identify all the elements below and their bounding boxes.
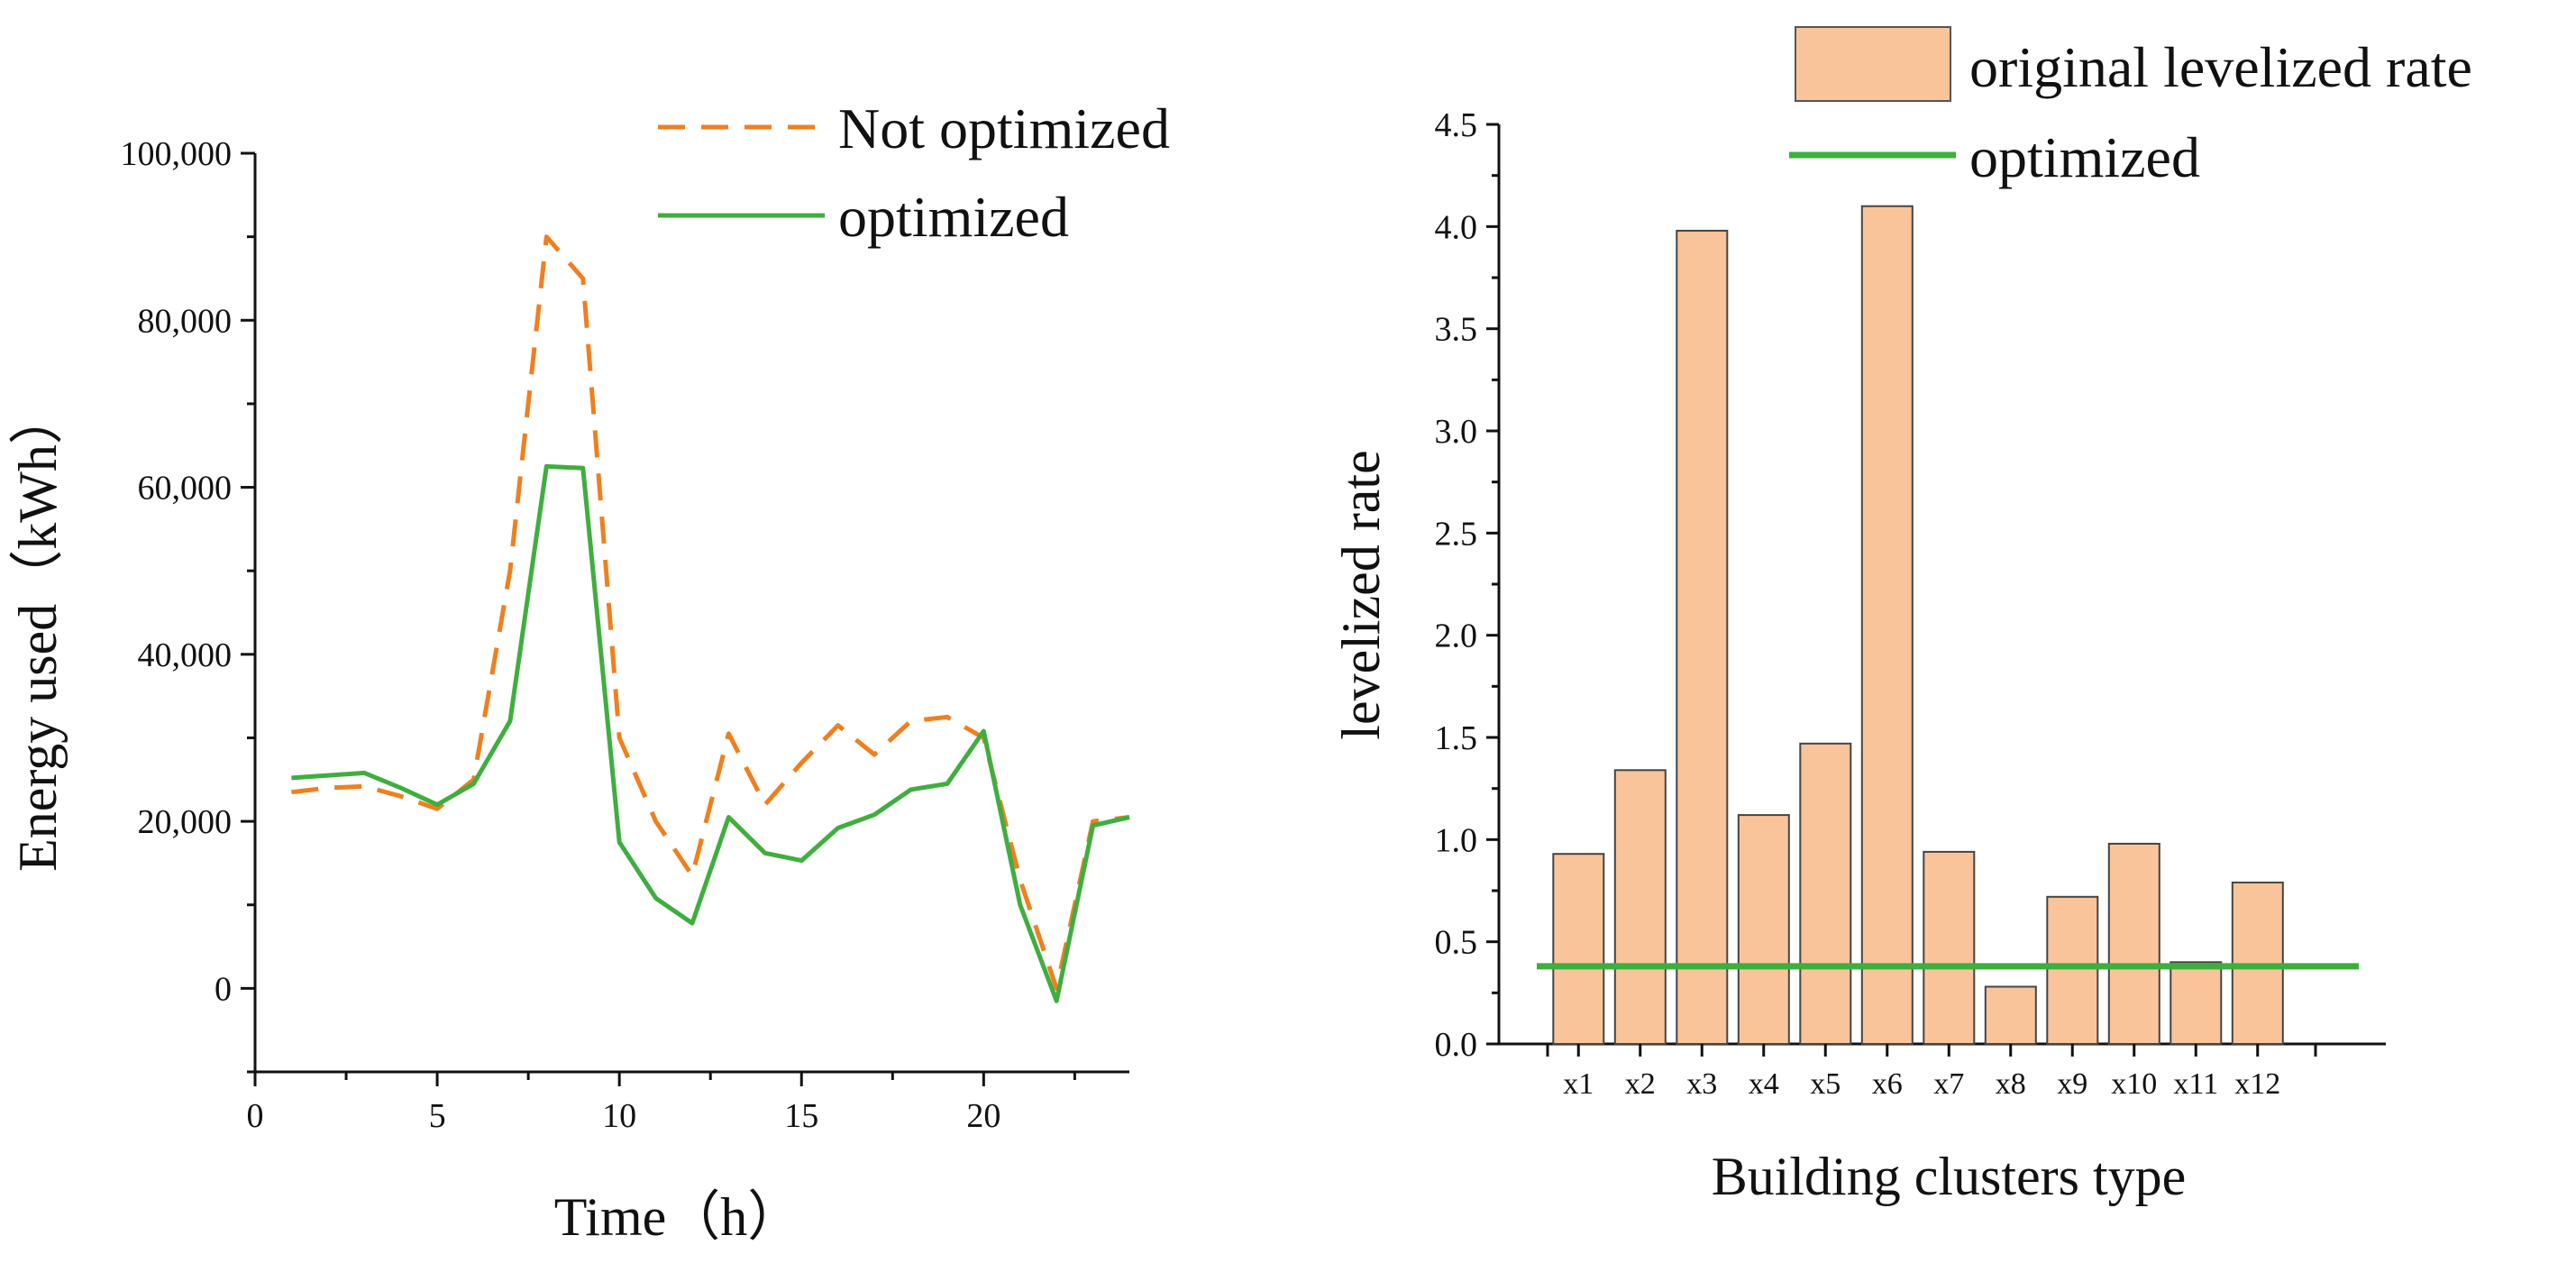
left-x-tick-label: 5 [429, 1097, 446, 1135]
bar-x2 [1613, 769, 1667, 1045]
left-y-tick-label: 20,000 [138, 803, 233, 841]
bar-chart: 0.0 0.5 1.0 1.5 2.0 2.5 3.0 3.5 4.0 4.5 x1 x2 x3 x4 x… [1331, 26, 2472, 1206]
bar-x6 [1860, 205, 1914, 1045]
right-x-tick-label: x3 [1686, 1067, 1717, 1101]
right-x-axis-title: Building clusters type [1712, 1147, 2187, 1206]
right-x-tick-label: x7 [1933, 1067, 1964, 1101]
legend-label-original-levelized-rate: original levelized rate [1969, 35, 2472, 99]
bar-x9 [2046, 895, 2099, 1045]
right-y-axis-title: levelized rate [1331, 450, 1391, 739]
right-y-tick-label: 4.5 [1435, 106, 1478, 144]
left-x-tick-label: 10 [602, 1097, 636, 1135]
right-x-tick-label: x9 [2057, 1067, 2087, 1101]
left-y-tick-label: 60,000 [138, 470, 233, 508]
left-y-tick-label: 0 [215, 970, 232, 1008]
left-legend: Not optimized optimized [658, 96, 1170, 249]
line-chart: 0 20,000 40,000 60,000 80,000 100,000 0 5 10 15 2… [8, 96, 1170, 1247]
right-y-tick-label: 1.0 [1435, 821, 1478, 859]
left-y-axis-title: Energy used（kWh） [8, 390, 68, 872]
right-y-tick-label: 1.5 [1435, 719, 1478, 757]
left-x-tick-label: 20 [966, 1097, 1000, 1135]
legend-label-not-optimized: Not optimized [838, 96, 1170, 160]
series-line-optimized [291, 463, 1130, 1003]
legend-label-optimized: optimized [838, 185, 1069, 249]
left-y-tick-label: 100,000 [121, 135, 233, 173]
bar-x1 [1552, 853, 1605, 1046]
right-y-tick-label: 0.5 [1435, 924, 1478, 962]
bar-x5 [1799, 742, 1852, 1045]
left-x-tick-label: 0 [247, 1097, 264, 1135]
right-x-tick-label: x5 [1810, 1067, 1841, 1101]
right-y-tick-label: 2.5 [1435, 515, 1478, 553]
right-x-tick-label: x6 [1872, 1067, 1903, 1101]
right-x-tick-label: x2 [1625, 1067, 1656, 1101]
left-y-tick-label: 40,000 [138, 636, 233, 674]
right-x-tick-label: x11 [2173, 1067, 2218, 1101]
right-x-tick-label: x8 [1996, 1067, 2026, 1101]
bar-x10 [2107, 842, 2160, 1046]
right-y-tick-label: 4.0 [1435, 208, 1478, 246]
right-x-tick-label: x10 [2111, 1067, 2157, 1101]
right-x-tick-label: x1 [1563, 1067, 1594, 1101]
right-legend: original levelized rate optimized [1789, 26, 2472, 189]
bar-x4 [1737, 814, 1790, 1045]
left-x-tick-label: 15 [784, 1097, 818, 1135]
bar-x11 [2170, 961, 2223, 1046]
bar-x7 [1923, 850, 1976, 1046]
right-y-tick-label: 3.5 [1435, 311, 1478, 349]
legend-label-optimized-rate: optimized [1969, 125, 2200, 189]
left-y-tick-label: 80,000 [138, 302, 233, 340]
right-x-tick-label: x12 [2234, 1067, 2280, 1101]
legend-swatch-original-levelized-rate [1795, 26, 1951, 102]
right-y-tick-label: 3.0 [1435, 413, 1478, 451]
right-x-tick-label: x4 [1749, 1067, 1779, 1101]
right-y-tick-label: 0.0 [1435, 1026, 1478, 1064]
left-x-axis-title: Time（h） [554, 1187, 802, 1247]
bar-x3 [1676, 229, 1729, 1045]
bar-x8 [1984, 985, 2037, 1045]
right-y-tick-label: 2.0 [1435, 618, 1478, 655]
